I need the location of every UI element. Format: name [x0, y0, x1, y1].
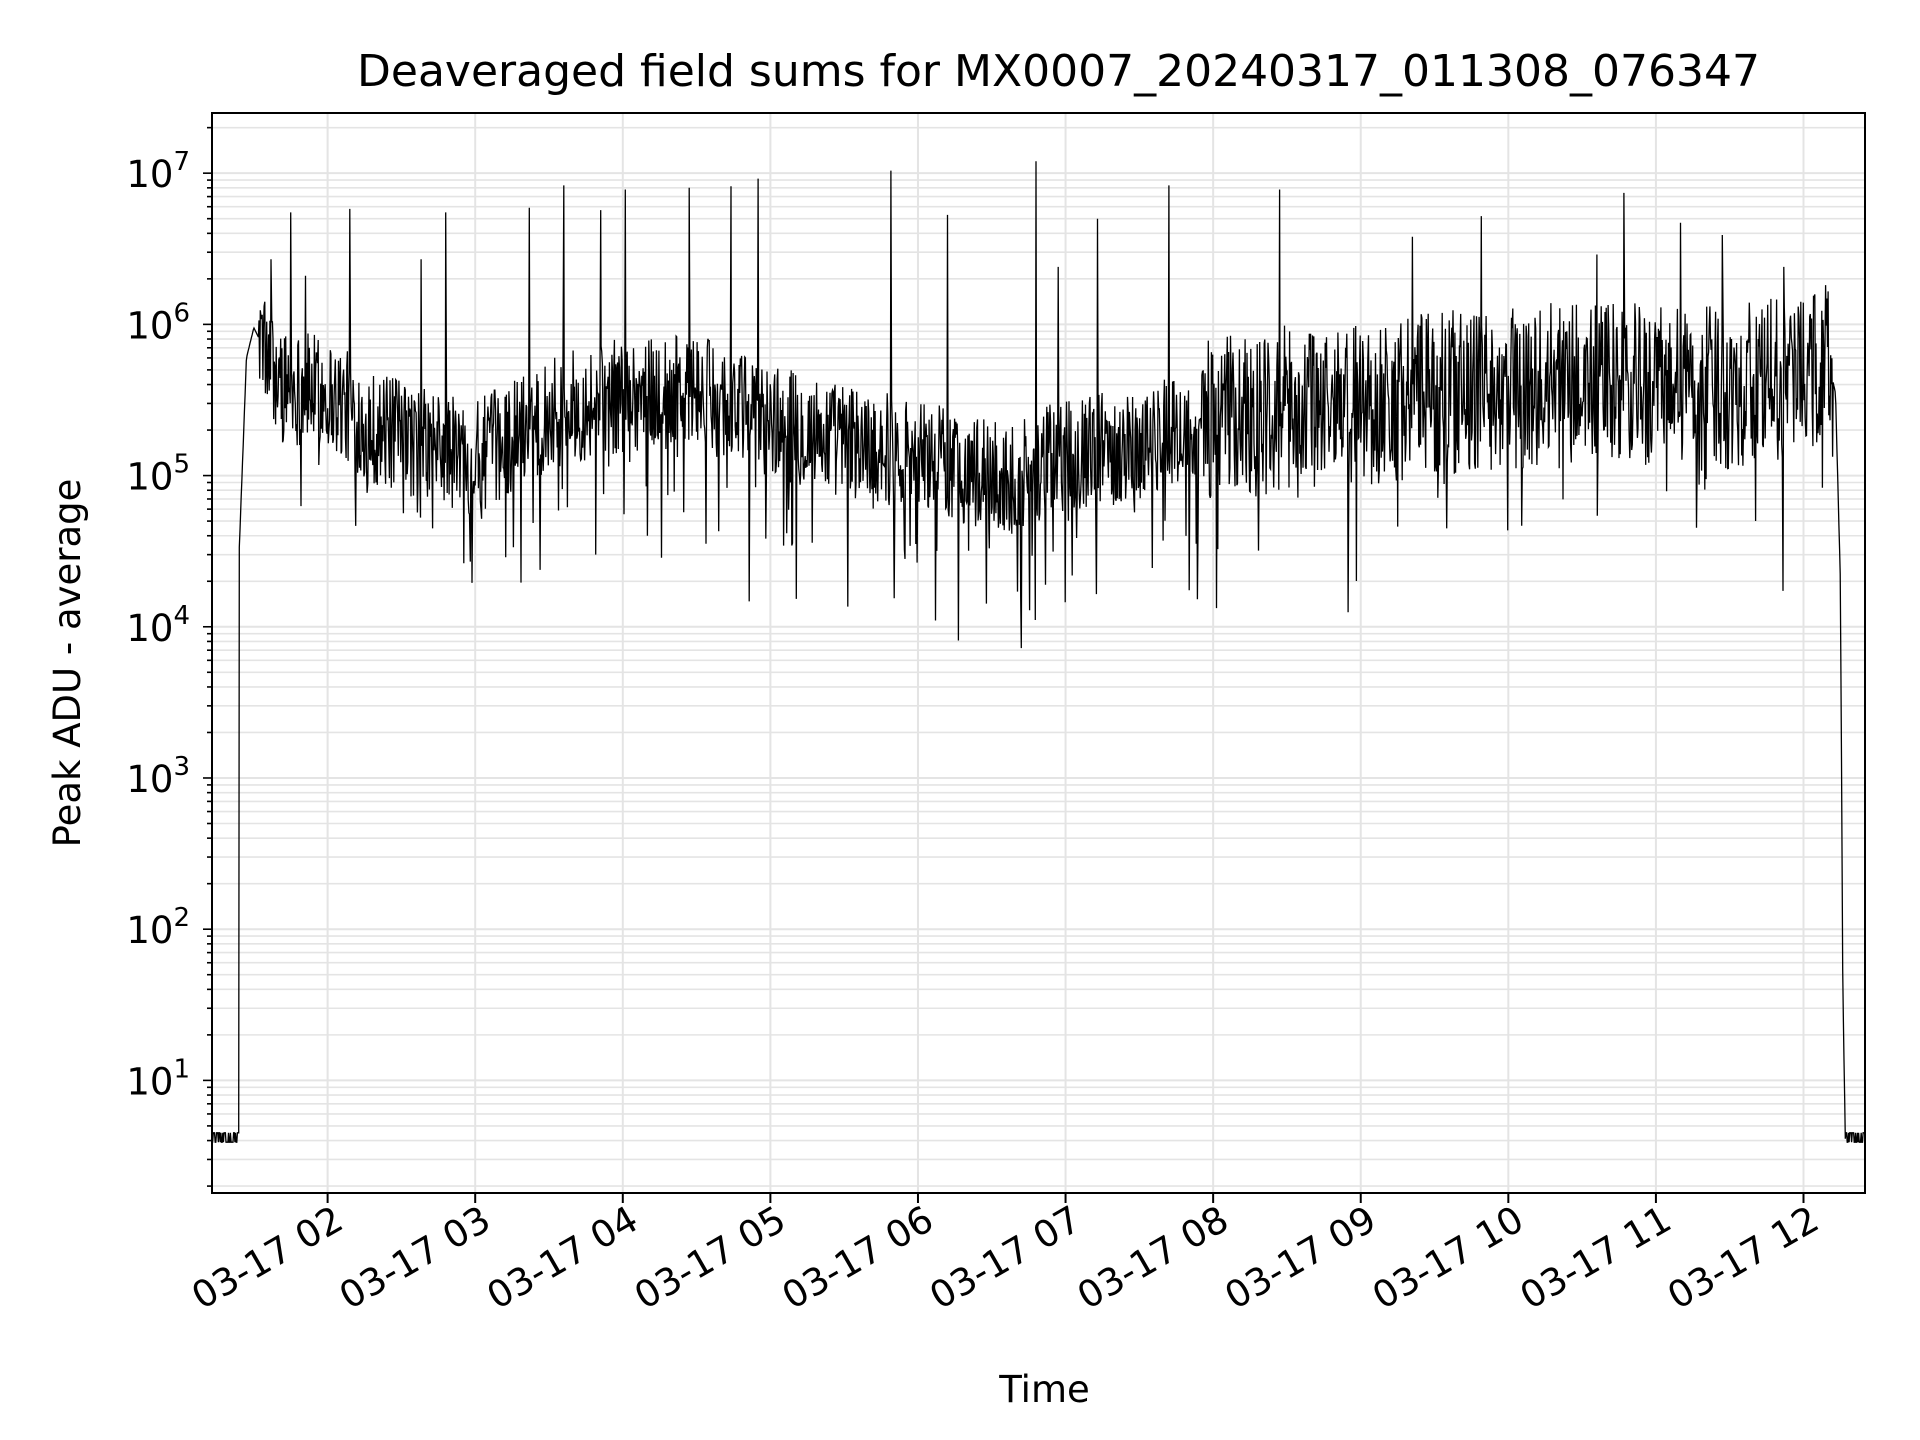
- y-tick-label-base: 10: [126, 304, 173, 347]
- plot-area: [211, 161, 1865, 1143]
- x-axis-label: Time: [998, 1368, 1090, 1411]
- y-tick-label: 102: [126, 903, 190, 952]
- y-tick-label-exponent: 2: [173, 903, 190, 933]
- y-tick-label-exponent: 1: [173, 1054, 190, 1084]
- y-tick-label-base: 10: [126, 456, 173, 499]
- series-line: [211, 161, 1865, 1143]
- y-tick-label: 106: [126, 298, 190, 347]
- y-axis-label: Peak ADU - average: [46, 479, 89, 848]
- y-tick-label-base: 10: [126, 758, 173, 801]
- y-tick-label: 107: [126, 147, 190, 196]
- y-tick-label-exponent: 5: [173, 450, 190, 480]
- y-tick-label-exponent: 6: [173, 298, 190, 328]
- y-tick-label: 104: [126, 601, 190, 650]
- chart-title: Deaveraged field sums for MX0007_2024031…: [357, 46, 1760, 97]
- y-tick-label-exponent: 3: [173, 752, 190, 782]
- y-tick-label-base: 10: [126, 153, 173, 196]
- y-tick-label-base: 10: [126, 607, 173, 650]
- y-tick-label-base: 10: [126, 909, 173, 952]
- y-tick-label-base: 10: [126, 1060, 173, 1103]
- y-tick-label: 101: [126, 1054, 190, 1103]
- y-tick-label: 105: [126, 450, 190, 499]
- grid: [212, 113, 1865, 1193]
- y-tick-label-exponent: 4: [173, 601, 190, 631]
- y-tick-label-exponent: 7: [173, 147, 190, 177]
- y-tick-label: 103: [126, 752, 190, 801]
- plot-frame: [211, 112, 1866, 1194]
